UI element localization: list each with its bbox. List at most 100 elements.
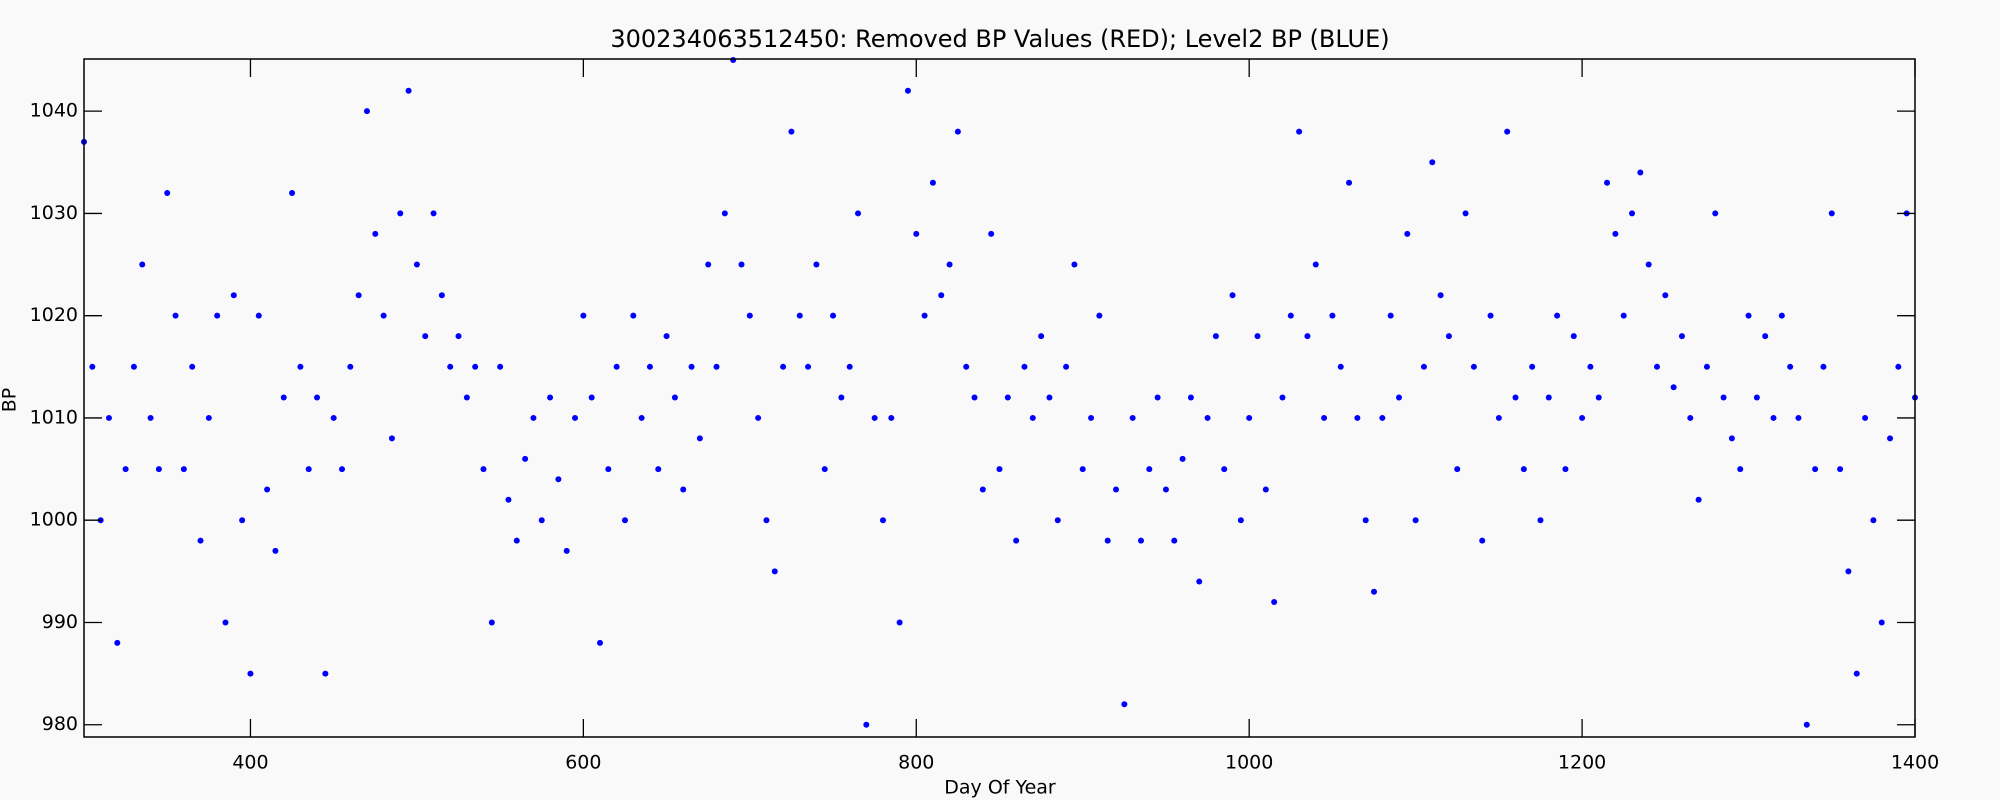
point <box>397 210 404 217</box>
y-tick-label: 1000 <box>30 509 78 531</box>
point <box>422 333 429 340</box>
point <box>1137 537 1144 544</box>
point <box>988 230 995 237</box>
point <box>1828 210 1835 217</box>
point <box>1820 363 1827 370</box>
point <box>613 363 620 370</box>
point <box>855 210 862 217</box>
point <box>1520 466 1527 473</box>
point <box>164 189 171 196</box>
point <box>522 455 529 462</box>
point <box>771 568 778 575</box>
point <box>1878 619 1885 626</box>
point <box>638 414 645 421</box>
point <box>904 87 911 94</box>
x-tick-label: 1200 <box>1558 752 1606 774</box>
point <box>463 394 470 401</box>
point <box>1129 414 1136 421</box>
point <box>505 496 512 503</box>
point <box>730 57 737 64</box>
point <box>1162 486 1169 493</box>
point <box>1321 414 1328 421</box>
point <box>1495 414 1502 421</box>
point <box>1812 466 1819 473</box>
point <box>1113 486 1120 493</box>
point <box>563 547 570 554</box>
point <box>580 312 587 319</box>
point <box>705 261 712 268</box>
point <box>1204 414 1211 421</box>
point <box>572 414 579 421</box>
point <box>114 639 121 646</box>
point <box>363 108 370 115</box>
point <box>1787 363 1794 370</box>
y-tick-label: 990 <box>42 611 78 633</box>
point <box>755 414 762 421</box>
point <box>1196 578 1203 585</box>
point <box>530 414 537 421</box>
point <box>1395 394 1402 401</box>
point <box>938 292 945 299</box>
point <box>1029 414 1036 421</box>
point <box>1287 312 1294 319</box>
point <box>946 261 953 268</box>
point <box>588 394 595 401</box>
point <box>713 363 720 370</box>
point <box>1071 261 1078 268</box>
point <box>680 486 687 493</box>
point <box>1212 333 1219 340</box>
x-tick-label: 400 <box>232 752 268 774</box>
point <box>1346 179 1353 186</box>
point <box>538 517 545 524</box>
point <box>954 128 961 135</box>
point <box>821 466 828 473</box>
point <box>1096 312 1103 319</box>
point <box>1670 384 1677 391</box>
point <box>555 476 562 483</box>
point <box>280 394 287 401</box>
point <box>605 466 612 473</box>
point <box>247 670 254 677</box>
point <box>1312 261 1319 268</box>
point <box>380 312 387 319</box>
point <box>1454 466 1461 473</box>
point <box>214 312 221 319</box>
point <box>1612 230 1619 237</box>
point <box>189 363 196 370</box>
point <box>1620 312 1627 319</box>
point <box>222 619 229 626</box>
point <box>1845 568 1852 575</box>
point <box>738 261 745 268</box>
point <box>696 435 703 442</box>
point <box>1587 363 1594 370</box>
point <box>289 189 296 196</box>
point <box>1512 394 1519 401</box>
point <box>788 128 795 135</box>
y-tick-label: 1020 <box>30 304 78 326</box>
point <box>1487 312 1494 319</box>
point <box>1437 292 1444 299</box>
point <box>1762 333 1769 340</box>
point <box>1728 435 1735 442</box>
point <box>1237 517 1244 524</box>
point <box>172 312 179 319</box>
point <box>871 414 878 421</box>
point <box>1079 466 1086 473</box>
point <box>921 312 928 319</box>
point <box>1695 496 1702 503</box>
point <box>1803 721 1810 728</box>
point <box>1021 363 1028 370</box>
point <box>1645 261 1652 268</box>
point <box>1104 537 1111 544</box>
point <box>979 486 986 493</box>
point <box>405 87 412 94</box>
point <box>1570 333 1577 340</box>
point <box>1753 394 1760 401</box>
point <box>1703 363 1710 370</box>
point <box>1187 394 1194 401</box>
point <box>1778 312 1785 319</box>
point <box>879 517 886 524</box>
point <box>746 312 753 319</box>
point <box>646 363 653 370</box>
point <box>372 230 379 237</box>
